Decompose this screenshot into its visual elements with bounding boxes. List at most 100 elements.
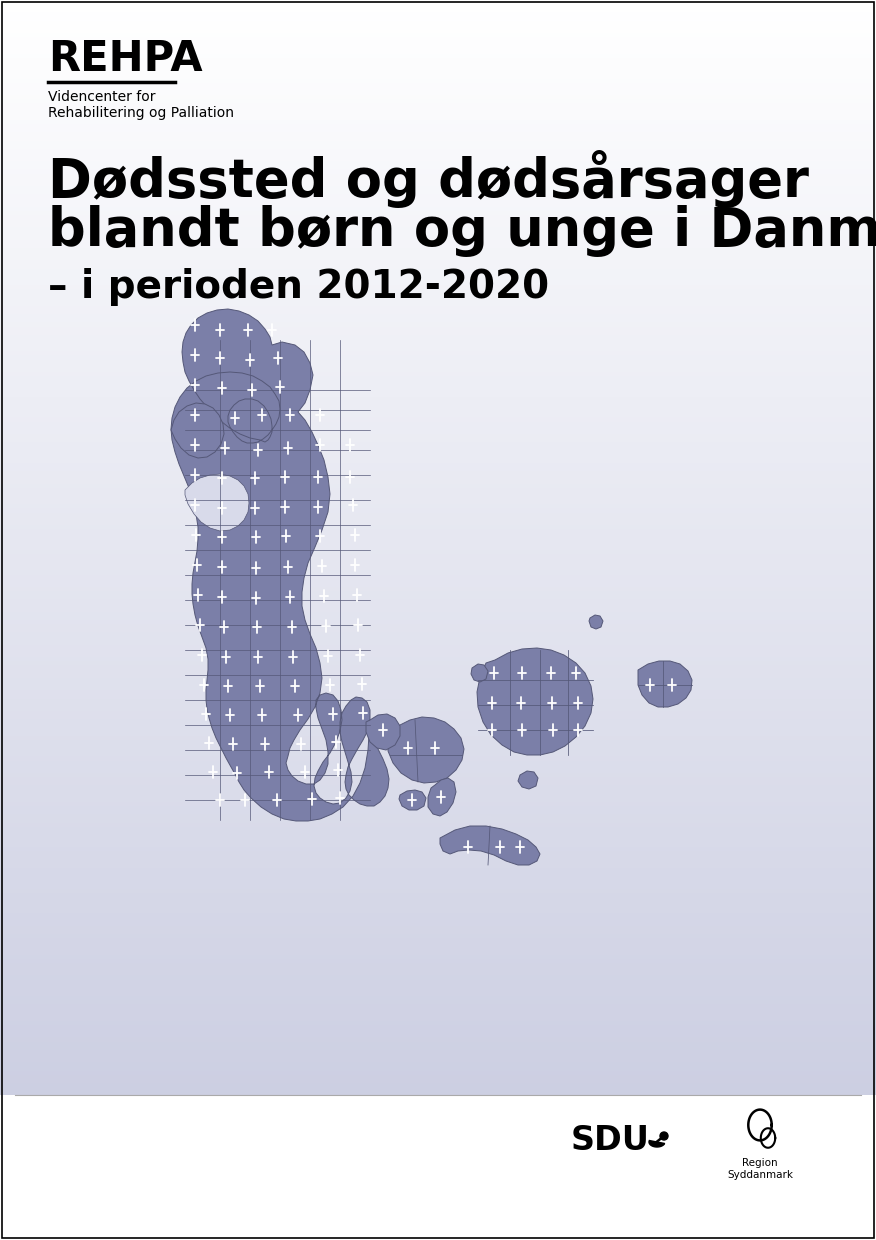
Polygon shape (477, 649, 593, 755)
Bar (0, 450, 876, 455)
Bar (0, 748, 876, 753)
Polygon shape (428, 777, 456, 816)
Bar (0, 852, 876, 856)
Bar (0, 942, 876, 947)
Bar (0, 632, 876, 637)
Bar (0, 1231, 876, 1236)
Bar (0, 430, 876, 434)
Bar (0, 252, 876, 257)
Bar (0, 715, 876, 719)
Bar (0, 257, 876, 260)
Bar (0, 980, 876, 985)
Bar (0, 157, 876, 161)
Bar (0, 1083, 876, 1087)
Bar (0, 992, 876, 997)
Bar (0, 1187, 876, 1190)
Bar (0, 827, 876, 831)
Bar (0, 211, 876, 216)
Bar (0, 636, 876, 641)
Bar (0, 790, 876, 794)
Polygon shape (471, 663, 488, 682)
Bar (0, 835, 876, 839)
Bar (0, 1054, 876, 1059)
Bar (0, 1182, 876, 1187)
Bar (0, 269, 876, 273)
Polygon shape (399, 790, 426, 810)
Bar (0, 756, 876, 761)
Bar (0, 529, 876, 533)
Bar (0, 83, 876, 87)
Bar (0, 356, 876, 360)
Bar (0, 773, 876, 777)
Bar (0, 1038, 876, 1042)
Bar (0, 905, 876, 910)
Bar (0, 1137, 876, 1141)
Bar (0, 868, 876, 873)
Bar (0, 666, 876, 670)
Bar (0, 951, 876, 955)
Bar (0, 12, 876, 17)
Bar (0, 133, 876, 136)
Bar (0, 959, 876, 963)
Bar (0, 537, 876, 542)
Bar (0, 1166, 876, 1171)
Bar (0, 471, 876, 476)
Bar (0, 884, 876, 889)
Bar (0, 207, 876, 211)
Bar (0, 1112, 876, 1116)
Bar (0, 140, 876, 145)
Bar (0, 732, 876, 737)
Bar (0, 438, 876, 443)
Bar (0, 463, 876, 467)
Bar (0, 1194, 876, 1199)
Bar (0, 740, 876, 744)
Bar (0, 1058, 876, 1063)
Bar (0, 777, 876, 781)
Bar (0, 971, 876, 976)
Bar (0, 294, 876, 298)
Bar (0, 1211, 876, 1215)
Bar (0, 41, 876, 46)
Bar (0, 587, 876, 591)
Bar (0, 1025, 876, 1029)
Polygon shape (589, 615, 603, 629)
Bar (0, 425, 876, 430)
Bar (0, 409, 876, 414)
Bar (0, 645, 876, 650)
Bar (0, 198, 876, 203)
Bar (0, 939, 876, 942)
Bar (0, 434, 876, 439)
Bar (0, 1008, 876, 1013)
Bar (0, 996, 876, 1001)
Bar (0, 1224, 876, 1228)
Bar (0, 558, 876, 563)
Bar (0, 37, 876, 42)
Bar (0, 443, 876, 446)
Bar (0, 496, 876, 501)
Bar (0, 831, 876, 836)
Polygon shape (366, 714, 400, 750)
Bar (0, 1219, 876, 1224)
Bar (0, 244, 876, 248)
Bar (0, 673, 876, 678)
Bar (0, 174, 876, 179)
Bar (0, 285, 876, 290)
Bar (0, 87, 876, 92)
Bar (0, 893, 876, 898)
Bar (0, 533, 876, 538)
Bar (0, 877, 876, 880)
Bar (0, 1207, 876, 1211)
Bar (0, 16, 876, 21)
Bar (0, 595, 876, 600)
Bar (0, 182, 876, 186)
Bar (0, 9, 876, 12)
Polygon shape (649, 1141, 665, 1147)
Bar (0, 781, 876, 786)
Bar (0, 1095, 876, 1100)
Bar (0, 753, 876, 756)
Bar (0, 388, 876, 393)
Bar (0, 976, 876, 980)
Bar (0, 1001, 876, 1004)
Polygon shape (185, 474, 249, 531)
Bar (0, 967, 876, 972)
